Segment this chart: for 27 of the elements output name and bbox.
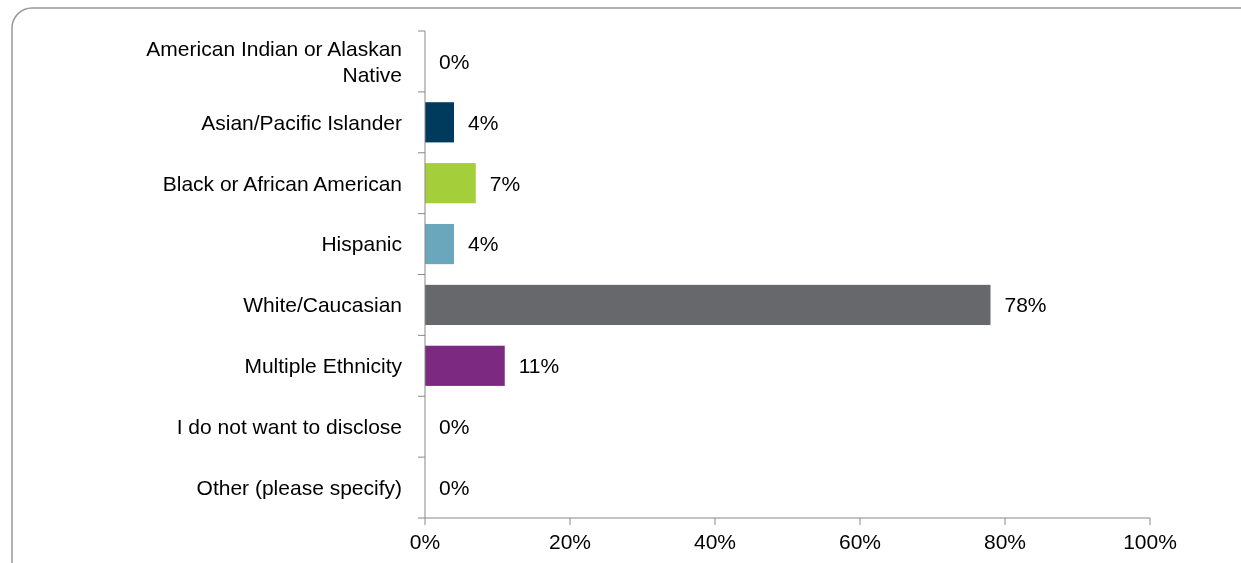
y-tick-label: American Indian or Alaskan Native xyxy=(146,36,402,86)
y-tick-label: Asian/Pacific Islander xyxy=(201,110,402,134)
data-label: 78% xyxy=(1004,293,1047,317)
y-tick-label: White/Caucasian xyxy=(243,293,402,317)
data-label: 0% xyxy=(439,475,470,499)
x-tick-label: 80% xyxy=(983,530,1027,553)
y-tick-label: Black or African American xyxy=(162,171,402,195)
y-tick-label: Hispanic xyxy=(321,232,402,256)
data-label: 11% xyxy=(518,354,560,378)
x-tick-label: 100% xyxy=(1123,530,1177,553)
data-label: 0% xyxy=(439,49,470,73)
bar xyxy=(425,284,991,326)
bar xyxy=(425,345,505,386)
bar xyxy=(425,102,454,143)
data-label: 0% xyxy=(439,415,470,439)
data-label: 4% xyxy=(468,232,499,256)
y-tick-label: Other (please specify) xyxy=(196,475,402,499)
y-tick-label: Multiple Ethnicity xyxy=(244,354,403,378)
data-label: 4% xyxy=(468,110,499,134)
data-label: 7% xyxy=(489,171,521,195)
x-tick-label: 20% xyxy=(548,530,592,553)
y-tick-label: I do not want to disclose xyxy=(176,415,402,439)
bar xyxy=(425,223,454,265)
bar xyxy=(425,163,476,204)
x-tick-label: 40% xyxy=(693,530,737,553)
x-tick-label: 60% xyxy=(838,530,882,553)
x-tick-label: 0% xyxy=(409,530,441,553)
